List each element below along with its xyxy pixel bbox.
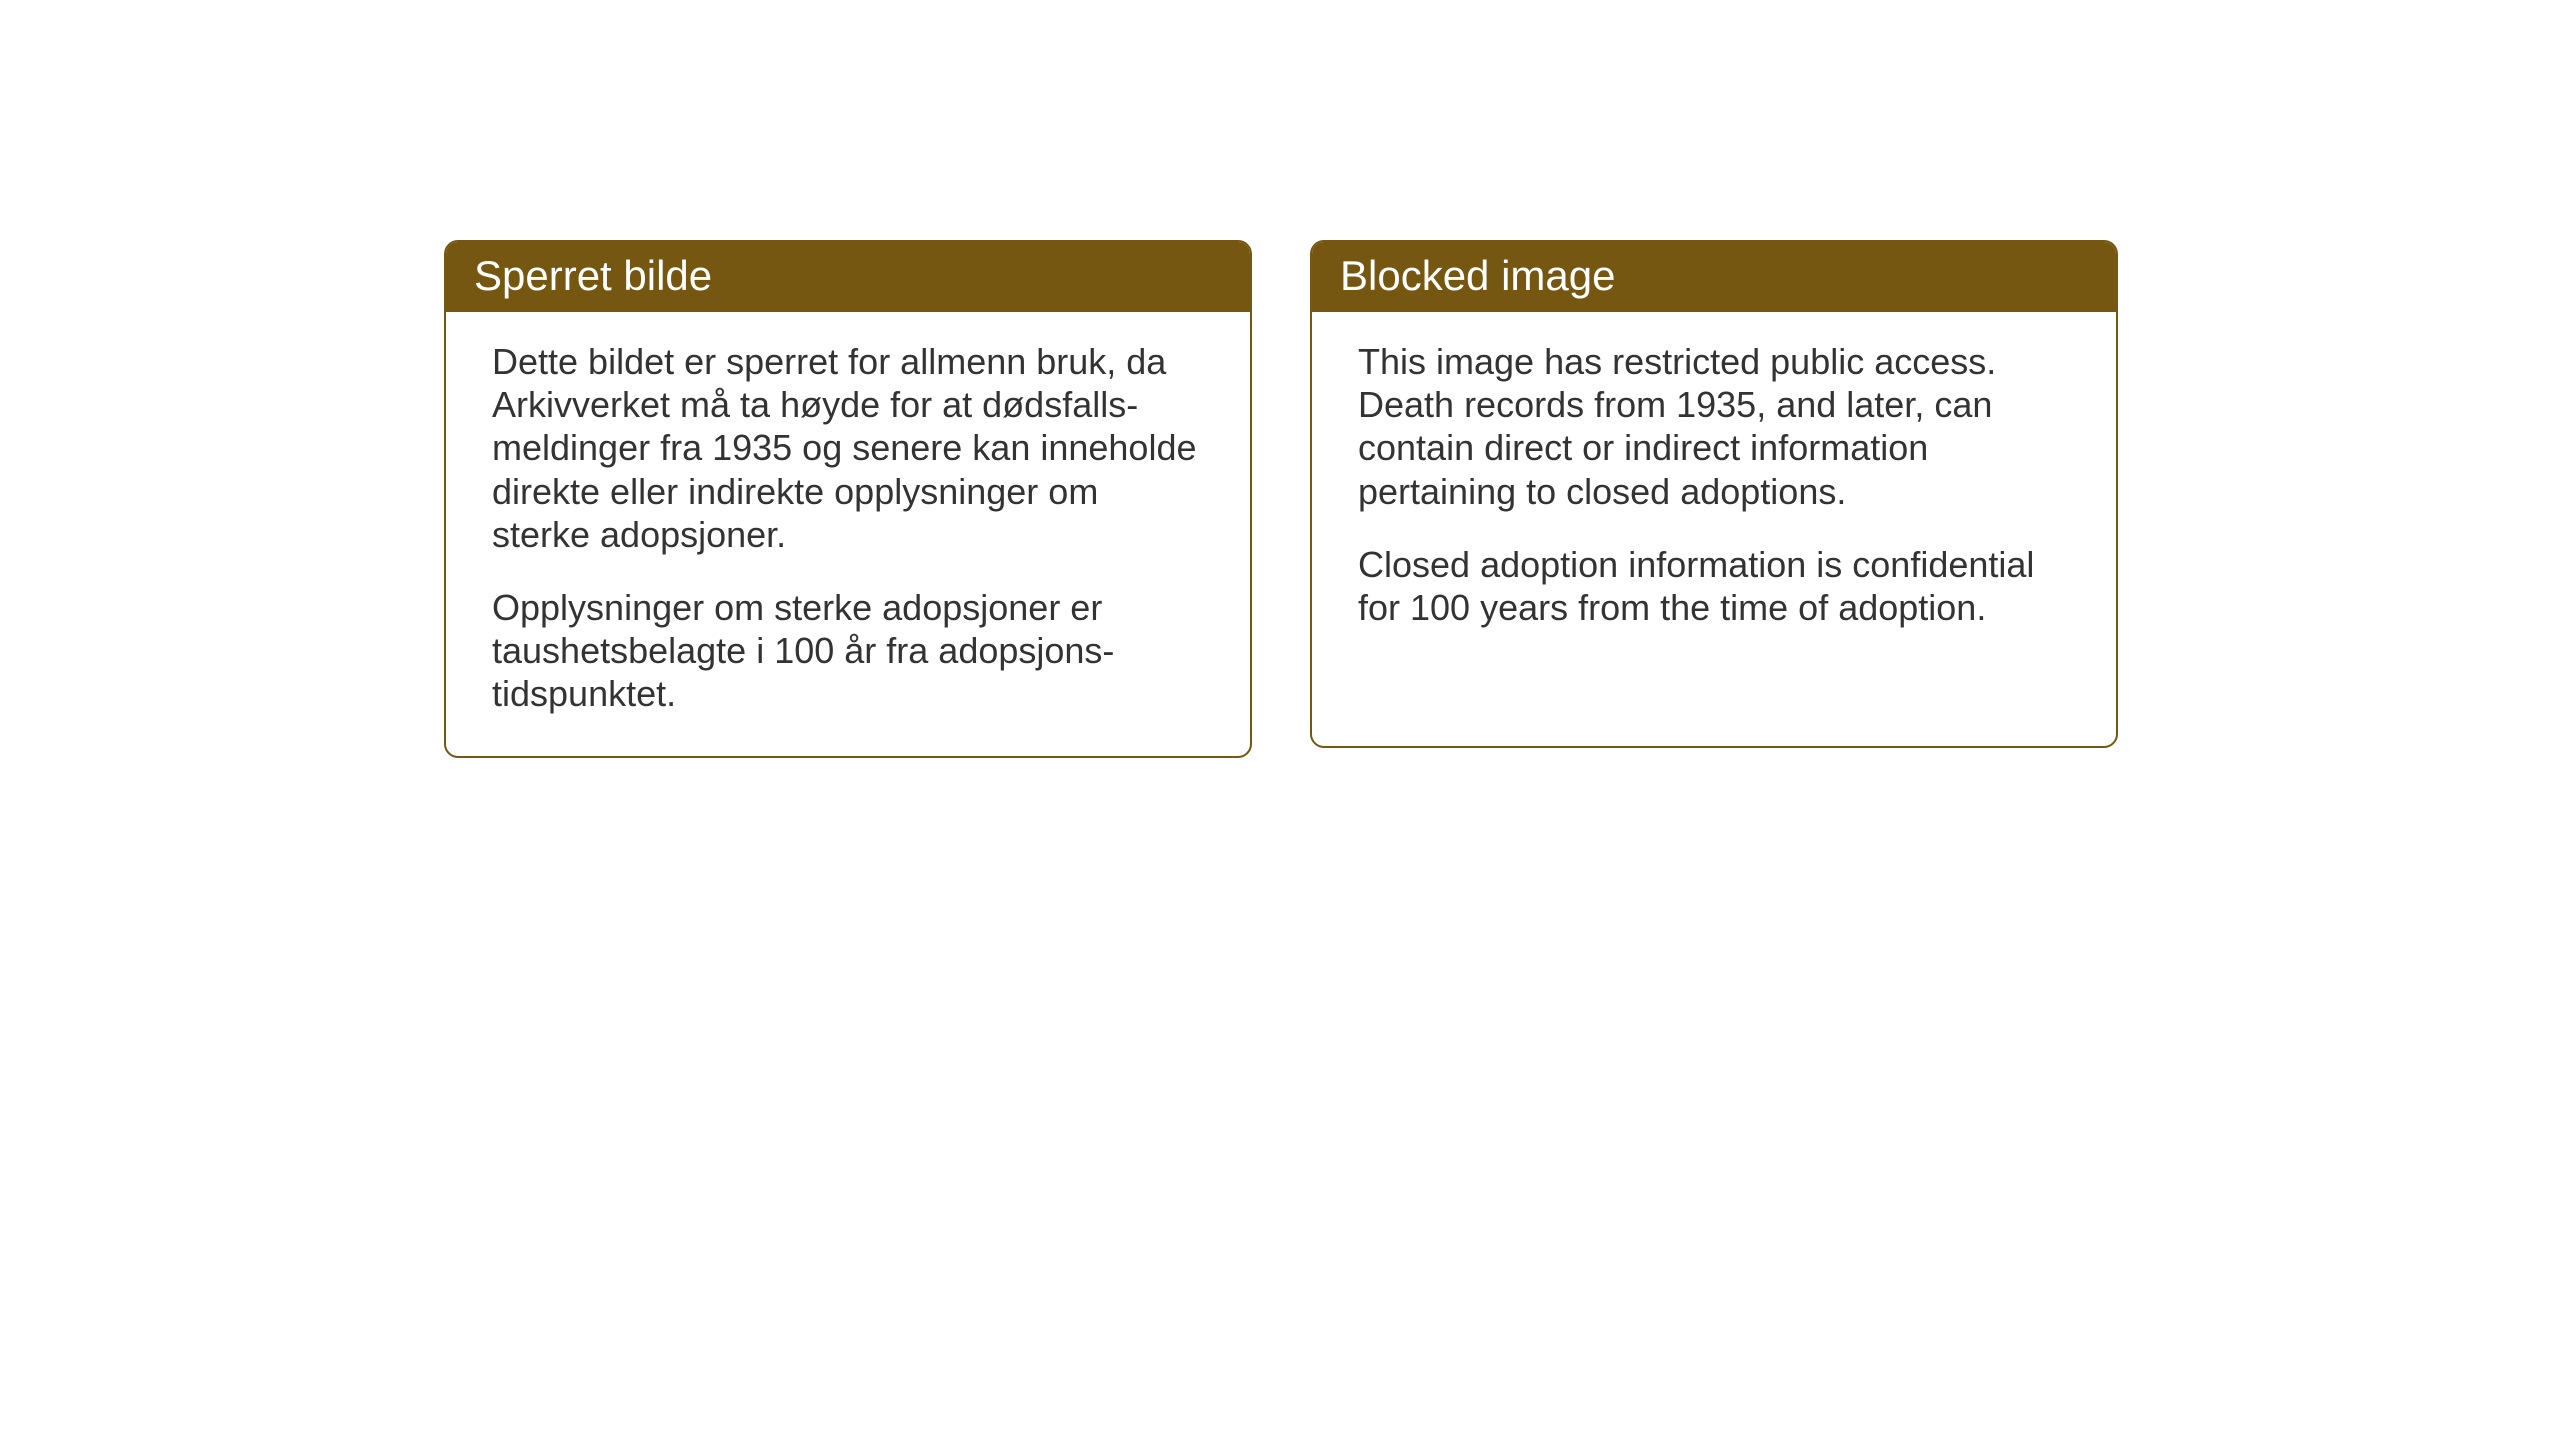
card-paragraph-2-english: Closed adoption information is confident… [1358, 543, 2070, 629]
card-paragraph-2-norwegian: Opplysninger om sterke adopsjoner er tau… [492, 586, 1204, 716]
card-paragraph-1-english: This image has restricted public access.… [1358, 340, 2070, 513]
card-body-english: This image has restricted public access.… [1312, 312, 2116, 669]
card-header-english: Blocked image [1312, 242, 2116, 312]
card-title-english: Blocked image [1340, 252, 1615, 299]
card-title-norwegian: Sperret bilde [474, 252, 712, 299]
notice-card-norwegian: Sperret bilde Dette bildet er sperret fo… [444, 240, 1252, 758]
notice-container: Sperret bilde Dette bildet er sperret fo… [444, 240, 2118, 758]
card-body-norwegian: Dette bildet er sperret for allmenn bruk… [446, 312, 1250, 756]
card-header-norwegian: Sperret bilde [446, 242, 1250, 312]
card-paragraph-1-norwegian: Dette bildet er sperret for allmenn bruk… [492, 340, 1204, 556]
notice-card-english: Blocked image This image has restricted … [1310, 240, 2118, 748]
